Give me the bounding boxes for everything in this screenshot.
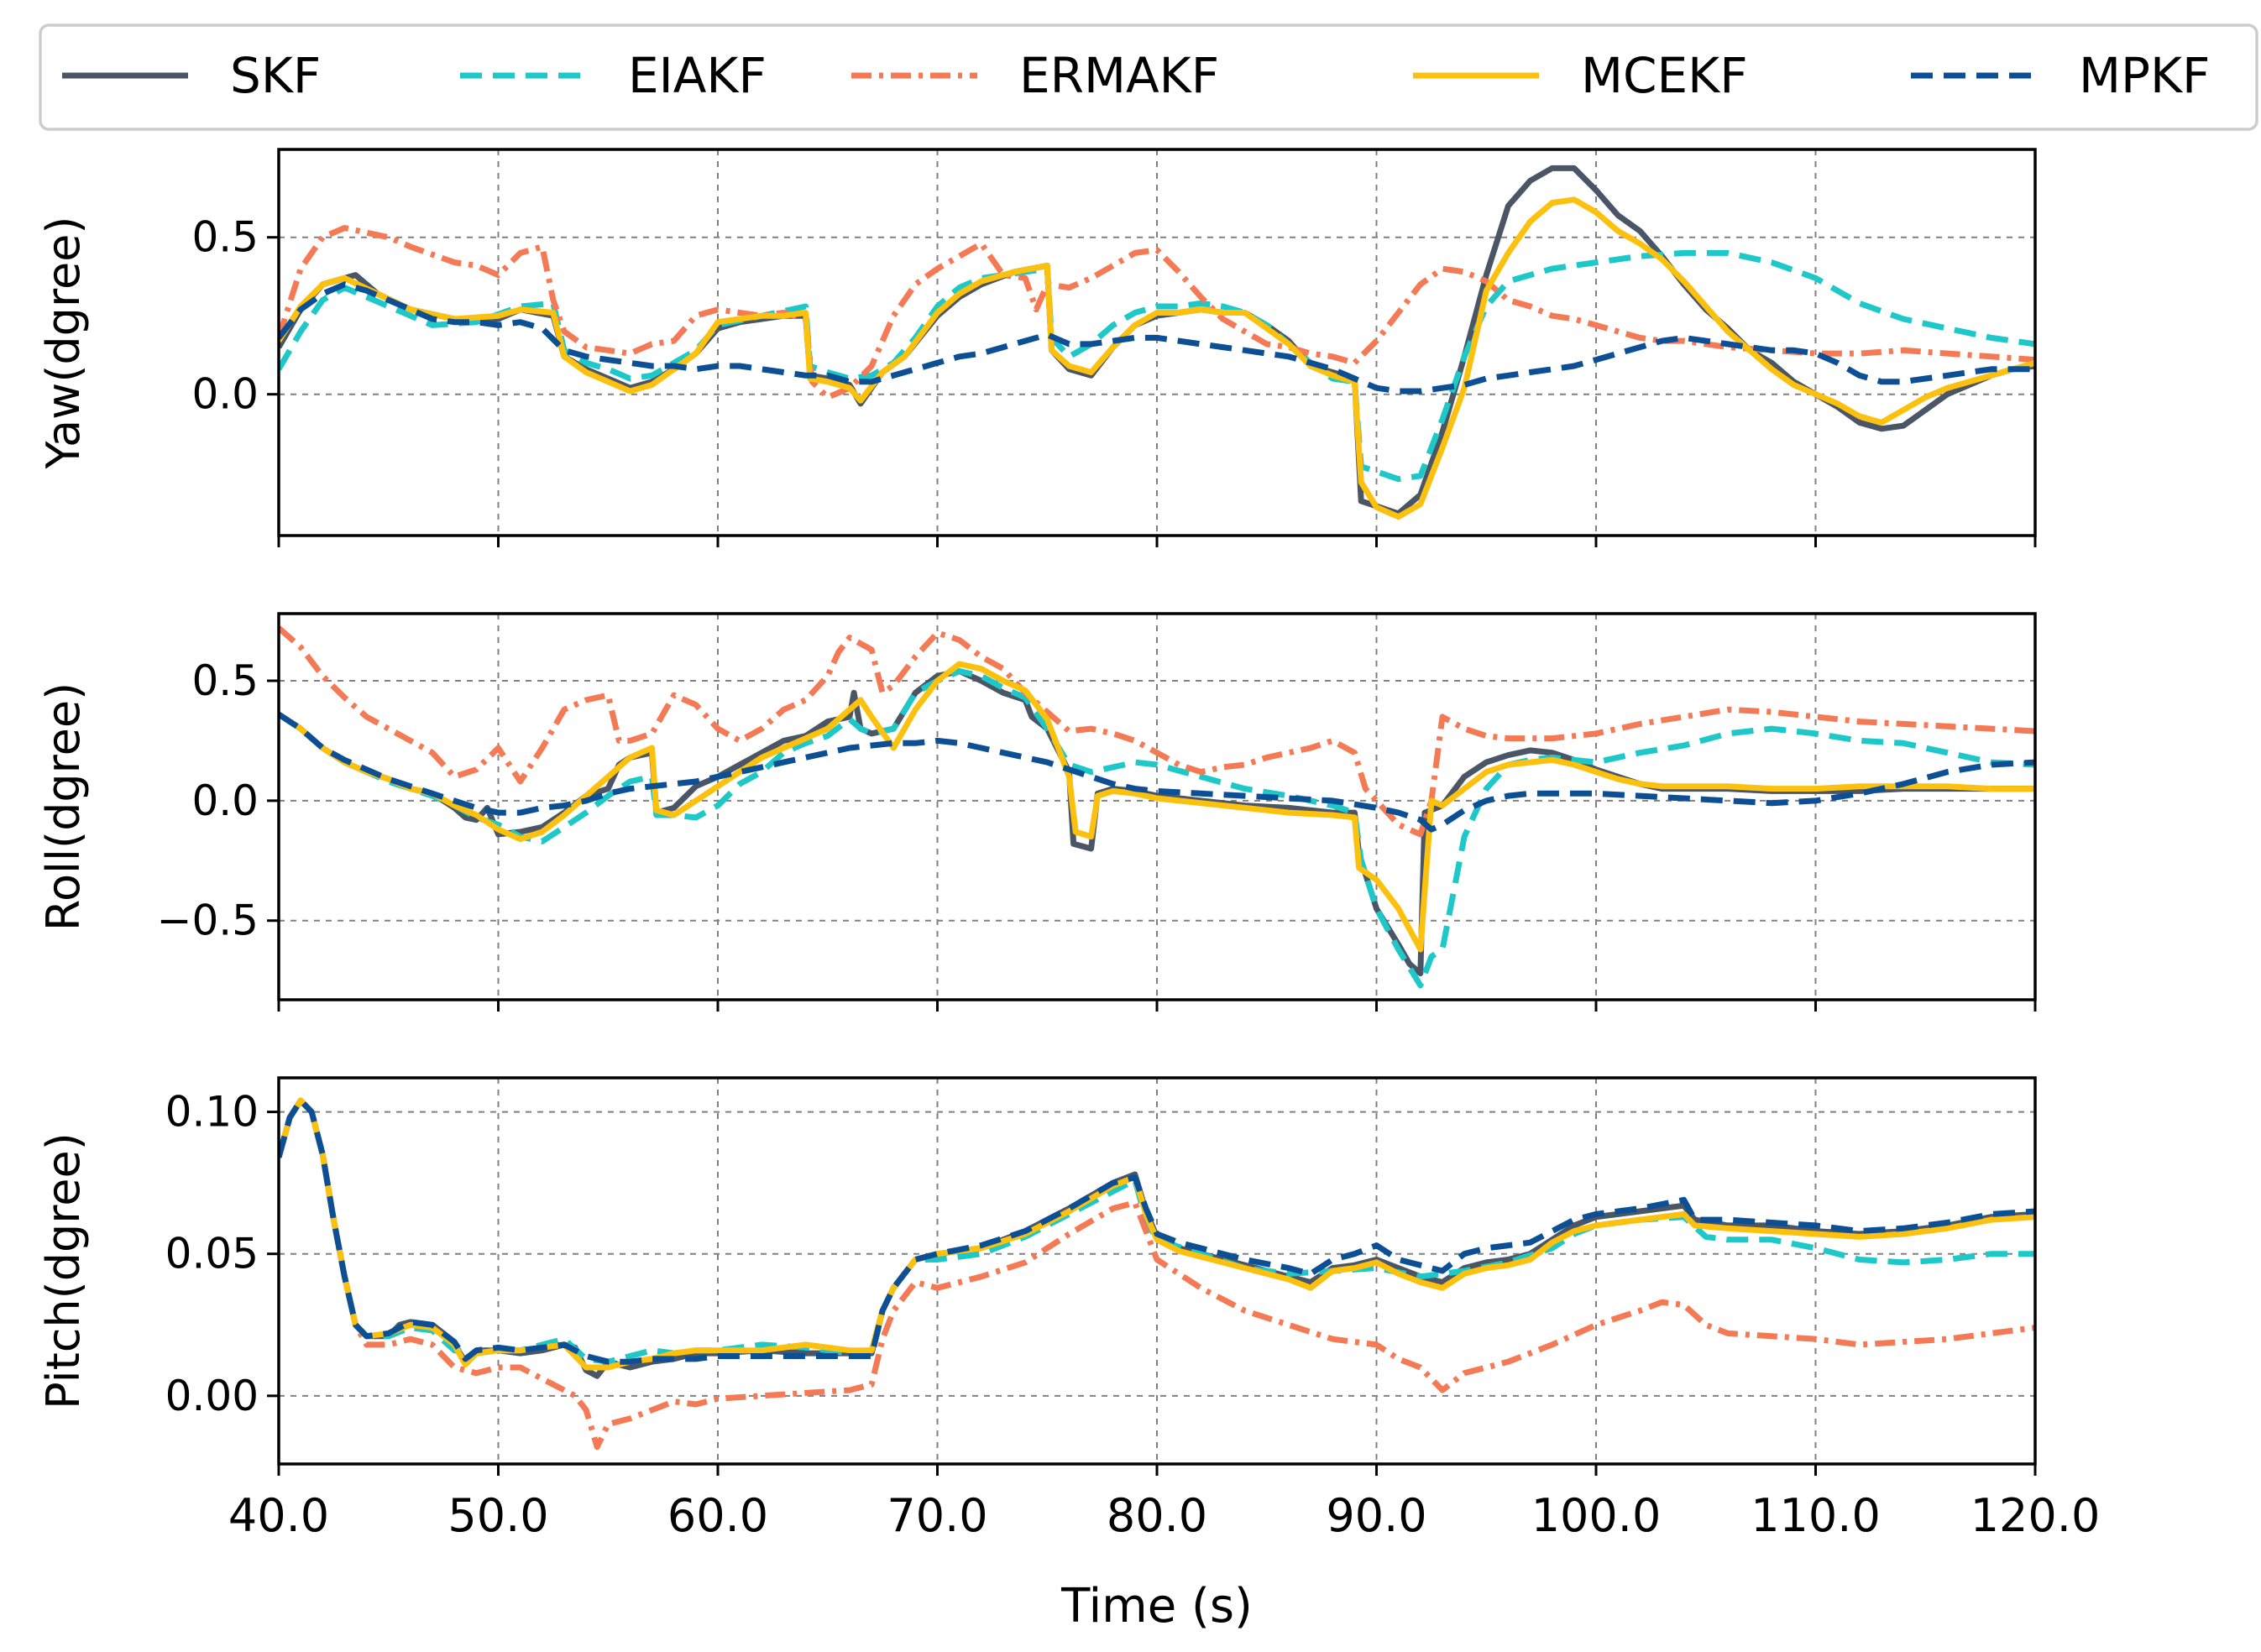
panel-frame [277,1076,2037,1466]
y-tick-label: 0.10 [165,1088,259,1137]
series-line-mcekf [279,661,2035,953]
y-tick-label: 0.00 [165,1372,259,1420]
series-group [279,165,2035,520]
x-tick-label: 40.0 [228,1489,329,1542]
x-tick-label: 60.0 [667,1489,768,1542]
legend-label-eiakf: EIAKF [628,47,767,104]
series-line-mpkf [279,1097,2035,1365]
legend-box [39,24,2258,131]
series-line-mpkf [279,281,2035,395]
y-tick-label: 0.5 [191,656,259,705]
y-tick-label: 0.0 [191,370,259,419]
x-tick-label: 80.0 [1107,1489,1207,1542]
y-tick-label: −0.5 [157,897,259,945]
series-line-mpkf [279,712,2035,833]
series-line-eiakf [279,249,2035,483]
legend-label-mpkf: MPKF [2079,47,2210,104]
y-tick-label: 0.5 [191,213,259,262]
panel-frame [277,612,2037,1001]
x-tick-label: 100.0 [1531,1489,1662,1542]
panel-frame [277,148,2037,537]
panel-yaw: 0.0 0.5 Yaw(dgree) [37,148,2037,547]
series-line-skf [279,668,2035,977]
series-group [279,625,2035,989]
panel-pitch: 0.00 0.05 0.10 Pitch(dgree) [37,1076,2037,1476]
series-line-ermakf [279,625,2035,838]
x-tick-label: 90.0 [1326,1489,1426,1542]
y-axis-label: Yaw(dgree) [37,217,90,470]
legend: SKF EIAKF ERMAKF MCEKF MPKF [39,24,2258,131]
legend-label-ermakf: ERMAKF [1019,47,1219,104]
y-tick-label: 0.0 [191,776,259,825]
y-axis-label: Roll(dgree) [37,682,90,931]
x-axis-label: Time (s) [1060,1579,1253,1634]
y-axis-label: Pitch(dgree) [37,1132,90,1409]
x-tick-label: 110.0 [1751,1489,1881,1542]
x-tick-label: 120.0 [1971,1489,2101,1542]
series-line-ermakf [279,1097,2035,1451]
series-line-mcekf [279,196,2035,520]
series-line-ermakf [279,225,2035,400]
series-line-eiakf [279,668,2035,989]
legend-label-skf: SKF [230,47,321,104]
panel-roll: −0.5 0.0 0.5 Roll(dgree) [37,612,2037,1012]
x-tick-label: 70.0 [887,1489,987,1542]
legend-label-mcekf: MCEKF [1581,47,1748,104]
x-tick-label: 50.0 [447,1489,548,1542]
series-group [279,1097,2035,1451]
y-tick-label: 0.05 [165,1230,259,1278]
